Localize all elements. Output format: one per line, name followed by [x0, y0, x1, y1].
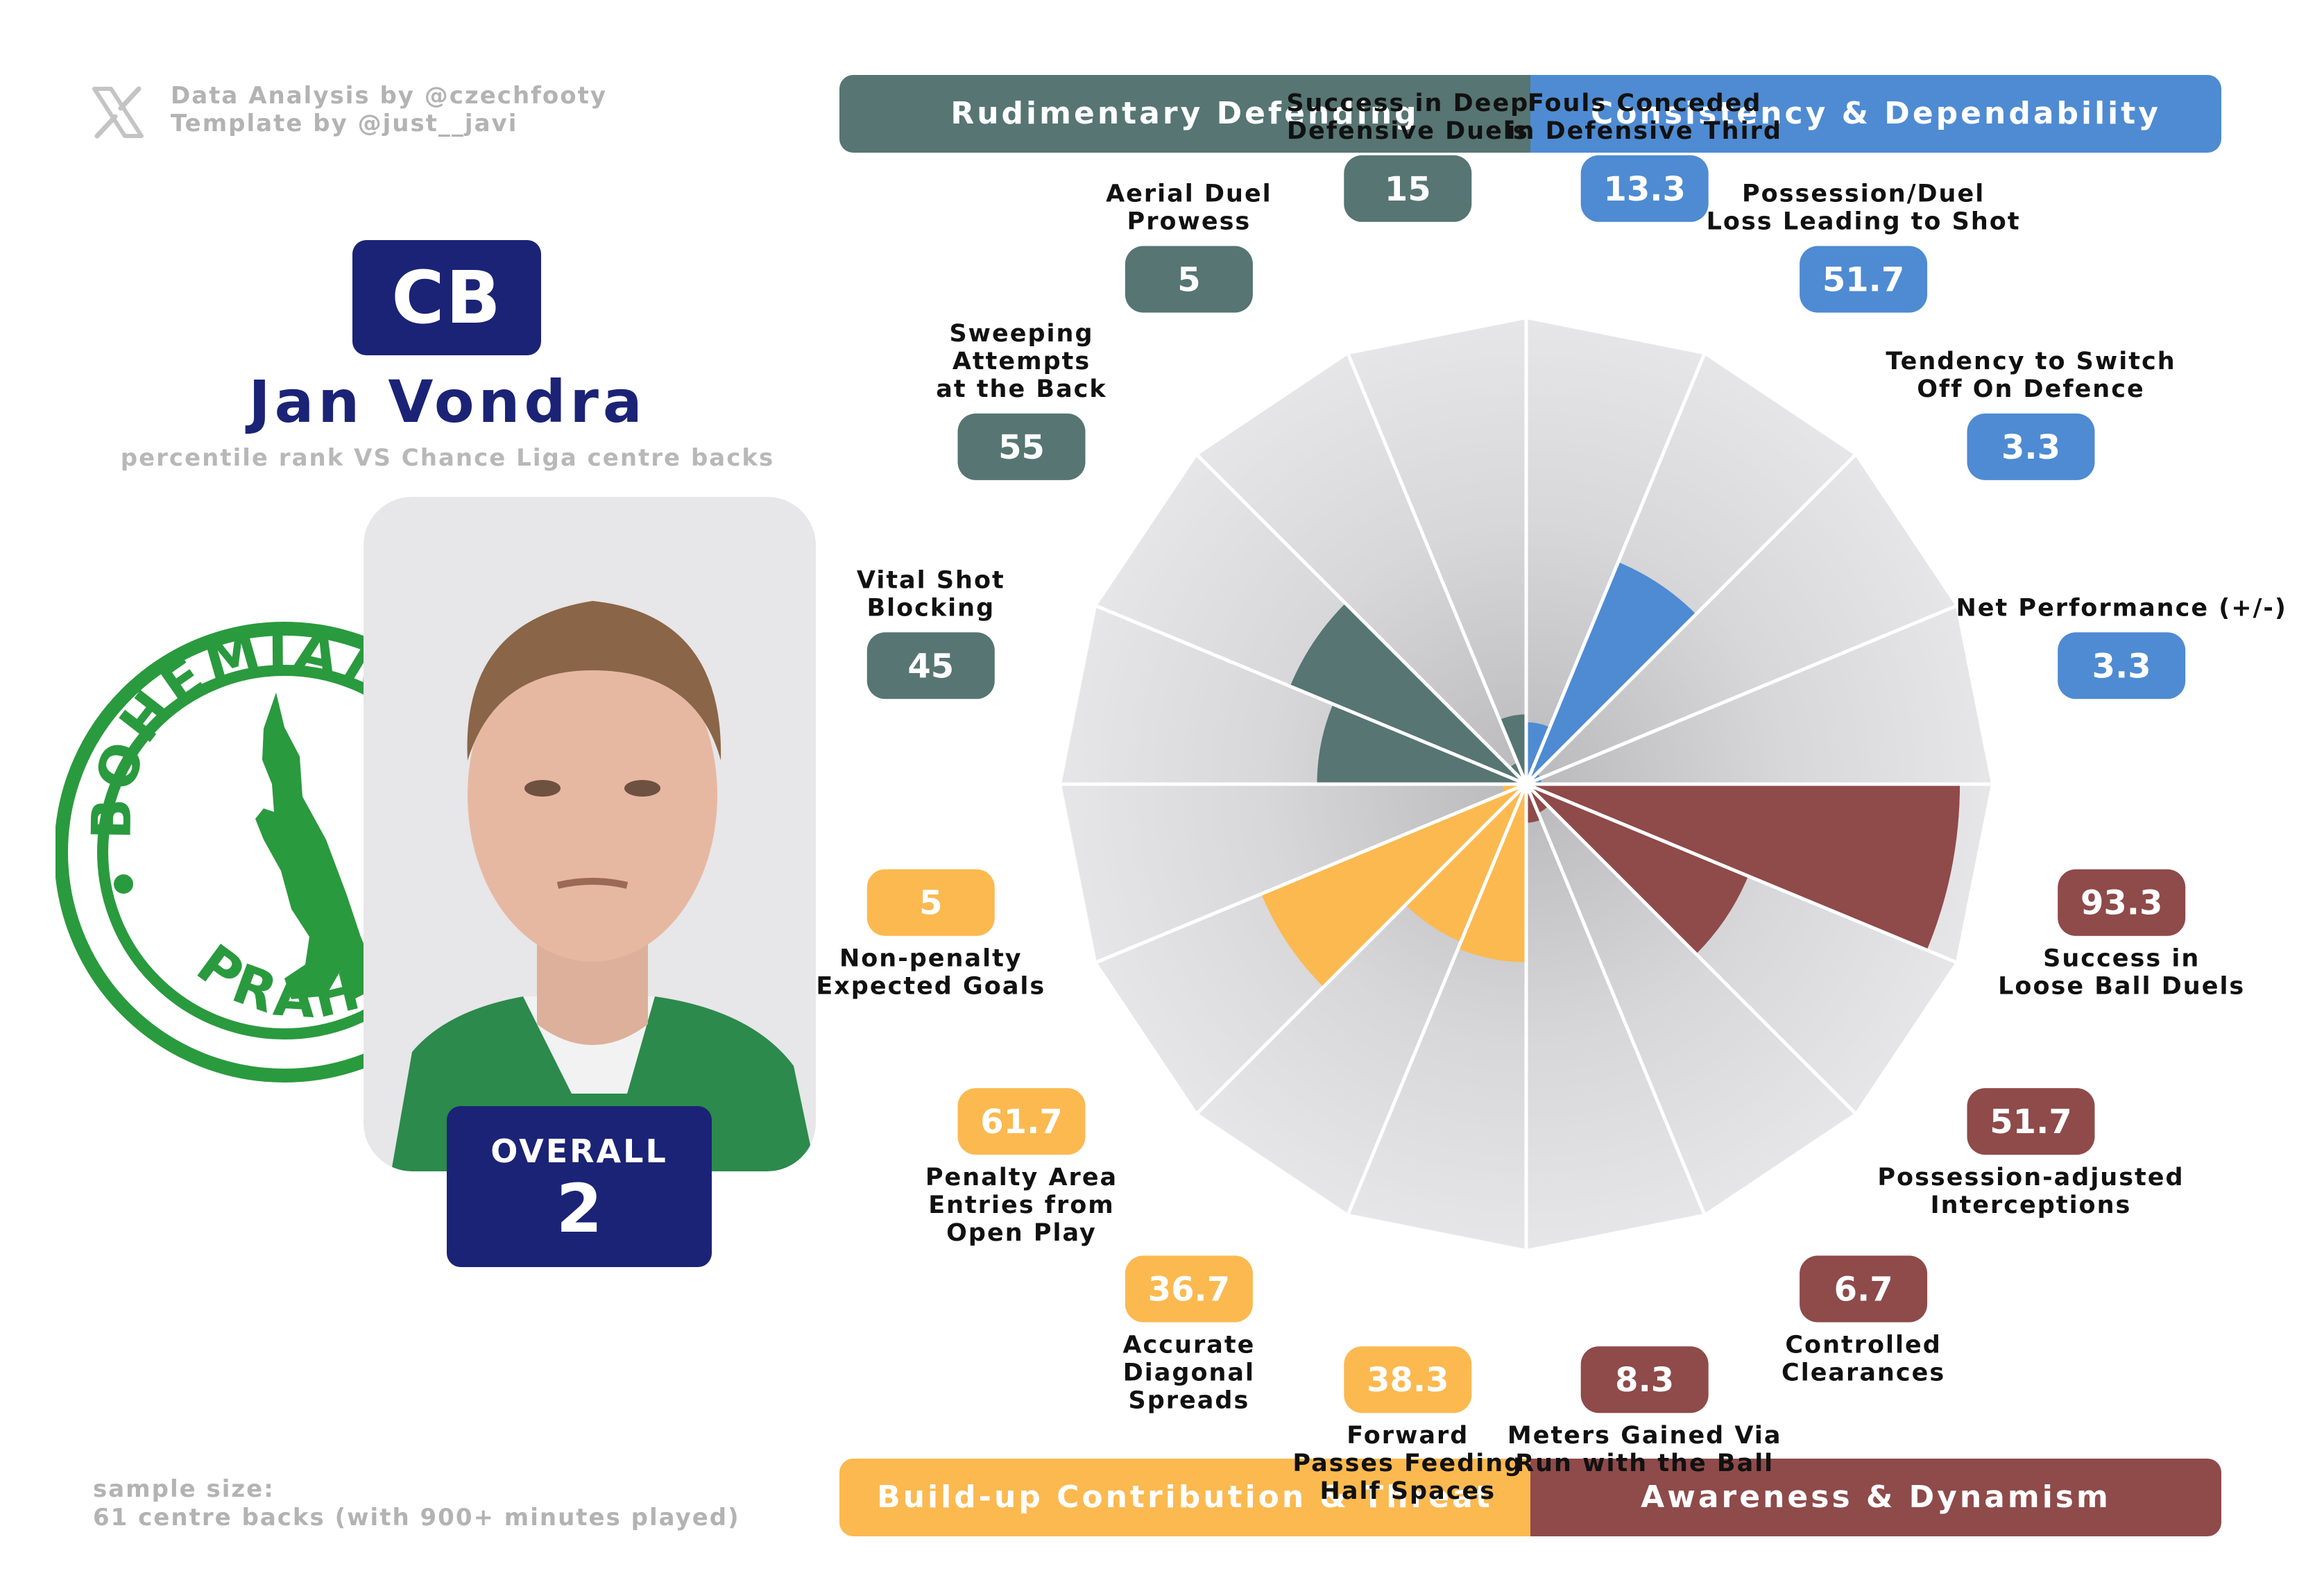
- radar-segment-success-in-deep-defensive-duels: [1348, 319, 1526, 784]
- radar-segment-non-penalty-expected-goals: [1061, 784, 1526, 962]
- value-text-possession-duel-loss-leading-to-shot: 51.7: [1822, 261, 1904, 300]
- metric-label-penalty-area-entries-from-open-play: Penalty Area Entries from Open Play: [925, 1164, 1118, 1247]
- sample-size: sample size: 61 centre backs (with 900+ …: [93, 1475, 740, 1532]
- sample-size-detail: 61 centre backs (with 900+ minutes playe…: [93, 1504, 740, 1531]
- value-text-controlled-clearances: 6.7: [1834, 1271, 1893, 1309]
- value-pill-penalty-area-entries-from-open-play: 61.7: [957, 1088, 1086, 1155]
- value-pill-vital-shot-blocking: 45: [866, 632, 995, 699]
- metric-label-controlled-clearances: Controlled Clearances: [1782, 1332, 1945, 1387]
- value-pill-forward-passes-feeding-half-spaces: 38.3: [1344, 1346, 1472, 1414]
- sample-size-label: sample size:: [93, 1475, 275, 1503]
- metric-label-fouls-conceded-in-defensive-third: Fouls Conceded in Defensive Third: [1507, 90, 1782, 145]
- value-pill-possession-duel-loss-leading-to-shot: 51.7: [1800, 246, 1928, 313]
- value-pill-tendency-to-switch-off-on-defence: 3.3: [1967, 413, 2095, 480]
- category-rudimentary-defending: Rudimentary Defending: [839, 75, 1530, 153]
- position-badge: CB: [352, 240, 541, 355]
- value-text-possession-adjusted-interceptions: 51.7: [1990, 1103, 2071, 1141]
- radar-divider: [1347, 354, 1528, 785]
- value-pill-success-in-loose-ball-duels: 93.3: [2058, 869, 2186, 936]
- value-text-success-in-deep-defensive-duels: 15: [1385, 170, 1431, 209]
- value-pill-sweeping-attempts-at-the-back: 55: [957, 413, 1086, 480]
- metric-label-vital-shot-blocking: Vital Shot Blocking: [857, 566, 1005, 622]
- radar-divider: [1526, 604, 1956, 786]
- value-text-sweeping-attempts-at-the-back: 55: [998, 428, 1045, 467]
- metric-label-non-penalty-expected-goals: Non-penalty Expected Goals: [816, 945, 1045, 1001]
- metric-label-aerial-duel-prowess: Aerial Duel Prowess: [1106, 180, 1272, 236]
- value-text-vital-shot-blocking: 45: [907, 647, 954, 686]
- value-pill-meters-gained-via-run-with-the-ball: 8.3: [1580, 1346, 1709, 1414]
- value-text-tendency-to-switch-off-on-defence: 3.3: [2001, 428, 2060, 467]
- value-text-net-performance: 3.3: [2092, 647, 2151, 686]
- player-subtitle: percentile rank VS Chance Liga centre ba…: [120, 444, 775, 472]
- radar-segment-controlled-clearances: [1526, 784, 1855, 1214]
- value-pill-net-performance: 3.3: [2058, 632, 2186, 699]
- value-pill-accurate-diagonal-spreads: 36.7: [1125, 1255, 1253, 1323]
- kangaroo-icon: [255, 693, 382, 999]
- radar-divider: [1525, 783, 1856, 1114]
- credits: Data Analysis by @czechfooty Template by…: [171, 82, 607, 137]
- radar-divider: [1524, 354, 1706, 785]
- value-text-accurate-diagonal-spreads: 36.7: [1148, 1271, 1230, 1309]
- metric-label-success-in-deep-defensive-duels: Success in Deep Defensive Duels: [1286, 90, 1529, 145]
- value-pill-possession-adjusted-interceptions: 51.7: [1967, 1088, 2095, 1155]
- value-pill-aerial-duel-prowess: 5: [1125, 246, 1253, 313]
- radar-value-possession-duel-loss-leading-to-shot: [1526, 562, 1696, 784]
- credit-template: Template by @just__javi: [171, 110, 518, 137]
- category-buildup-contribution: Build-up Contribution & Threat: [839, 1459, 1530, 1536]
- radar-segment-fouls-conceded-in-defensive-third: [1526, 319, 1704, 784]
- radar-divider: [1524, 783, 1706, 1214]
- radar-value-penalty-area-entries-from-open-play: [1261, 784, 1526, 987]
- radar-divider: [1525, 454, 1856, 786]
- category-consistency-dependability: Consistency & Dependability: [1530, 75, 2221, 153]
- radar-segment-net-performance: [1526, 606, 1991, 784]
- metric-label-sweeping-attempts-at-the-back: Sweeping Attempts at the Back: [936, 320, 1107, 403]
- metric-label-tendency-to-switch-off-on-defence: Tendency to Switch Off On Defence: [1886, 348, 2176, 403]
- x-logo-icon: [92, 86, 144, 139]
- value-text-success-in-loose-ball-duels: 93.3: [2081, 884, 2162, 923]
- metric-label-net-performance: Net Performance (+/-): [1956, 594, 2287, 622]
- radar-divider: [1096, 604, 1527, 786]
- value-pill-controlled-clearances: 6.7: [1800, 1255, 1928, 1323]
- value-pill-non-penalty-expected-goals: 5: [866, 869, 995, 936]
- credit-analysis: Data Analysis by @czechfooty: [171, 82, 608, 110]
- metric-label-meters-gained-via-run-with-the-ball: Meters Gained Via Run with the Ball: [1507, 1422, 1782, 1477]
- radar-divider: [1196, 783, 1528, 1114]
- radar-value-sweeping-attempts-at-the-back: [1290, 603, 1526, 784]
- radar-value-accurate-diagonal-spreads: [1405, 784, 1526, 942]
- value-text-meters-gained-via-run-with-the-ball: 8.3: [1615, 1361, 1674, 1400]
- value-text-non-penalty-expected-goals: 5: [919, 884, 942, 923]
- radar-divider: [1096, 782, 1527, 964]
- value-text-fouls-conceded-in-defensive-third: 13.3: [1603, 170, 1685, 209]
- radar-segment-aerial-duel-prowess: [1197, 355, 1526, 784]
- radar-divider: [1196, 454, 1528, 786]
- value-pill-success-in-deep-defensive-duels: 15: [1344, 155, 1472, 222]
- radar-value-success-in-loose-ball-duels: [1526, 784, 1960, 951]
- radar-segment-meters-gained-via-run-with-the-ball: [1526, 784, 1704, 1249]
- radar-divider: [1347, 783, 1528, 1214]
- value-text-penalty-area-entries-from-open-play: 61.7: [980, 1103, 1062, 1141]
- value-text-aerial-duel-prowess: 5: [1177, 261, 1200, 300]
- metric-label-possession-adjusted-interceptions: Possession-adjusted Interceptions: [1877, 1164, 2184, 1219]
- value-text-forward-passes-feeding-half-spaces: 38.3: [1367, 1361, 1449, 1400]
- overall-value: 2: [556, 1170, 603, 1248]
- overall-label: OVERALL: [490, 1132, 668, 1170]
- metric-label-accurate-diagonal-spreads: Accurate Diagonal Spreads: [1122, 1332, 1255, 1415]
- radar-value-possession-adjusted-interceptions: [1526, 784, 1748, 954]
- metric-label-forward-passes-feeding-half-spaces: Forward Passes Feeding Half Spaces: [1292, 1422, 1523, 1505]
- value-pill-fouls-conceded-in-defensive-third: 13.3: [1580, 155, 1709, 222]
- metric-label-possession-duel-loss-leading-to-shot: Possession/Duel Loss Leading to Shot: [1707, 180, 2021, 236]
- overall-box: OVERALL 2: [447, 1106, 712, 1267]
- metric-label-success-in-loose-ball-duels: Success in Loose Ball Duels: [1998, 945, 2245, 1001]
- category-awareness-dynamism: Awareness & Dynamism: [1530, 1459, 2221, 1536]
- radar-divider: [1526, 782, 1956, 964]
- radar-segment-tendency-to-switch-off-on-defence: [1526, 455, 1956, 784]
- player-name: Jan Vondra: [248, 368, 647, 436]
